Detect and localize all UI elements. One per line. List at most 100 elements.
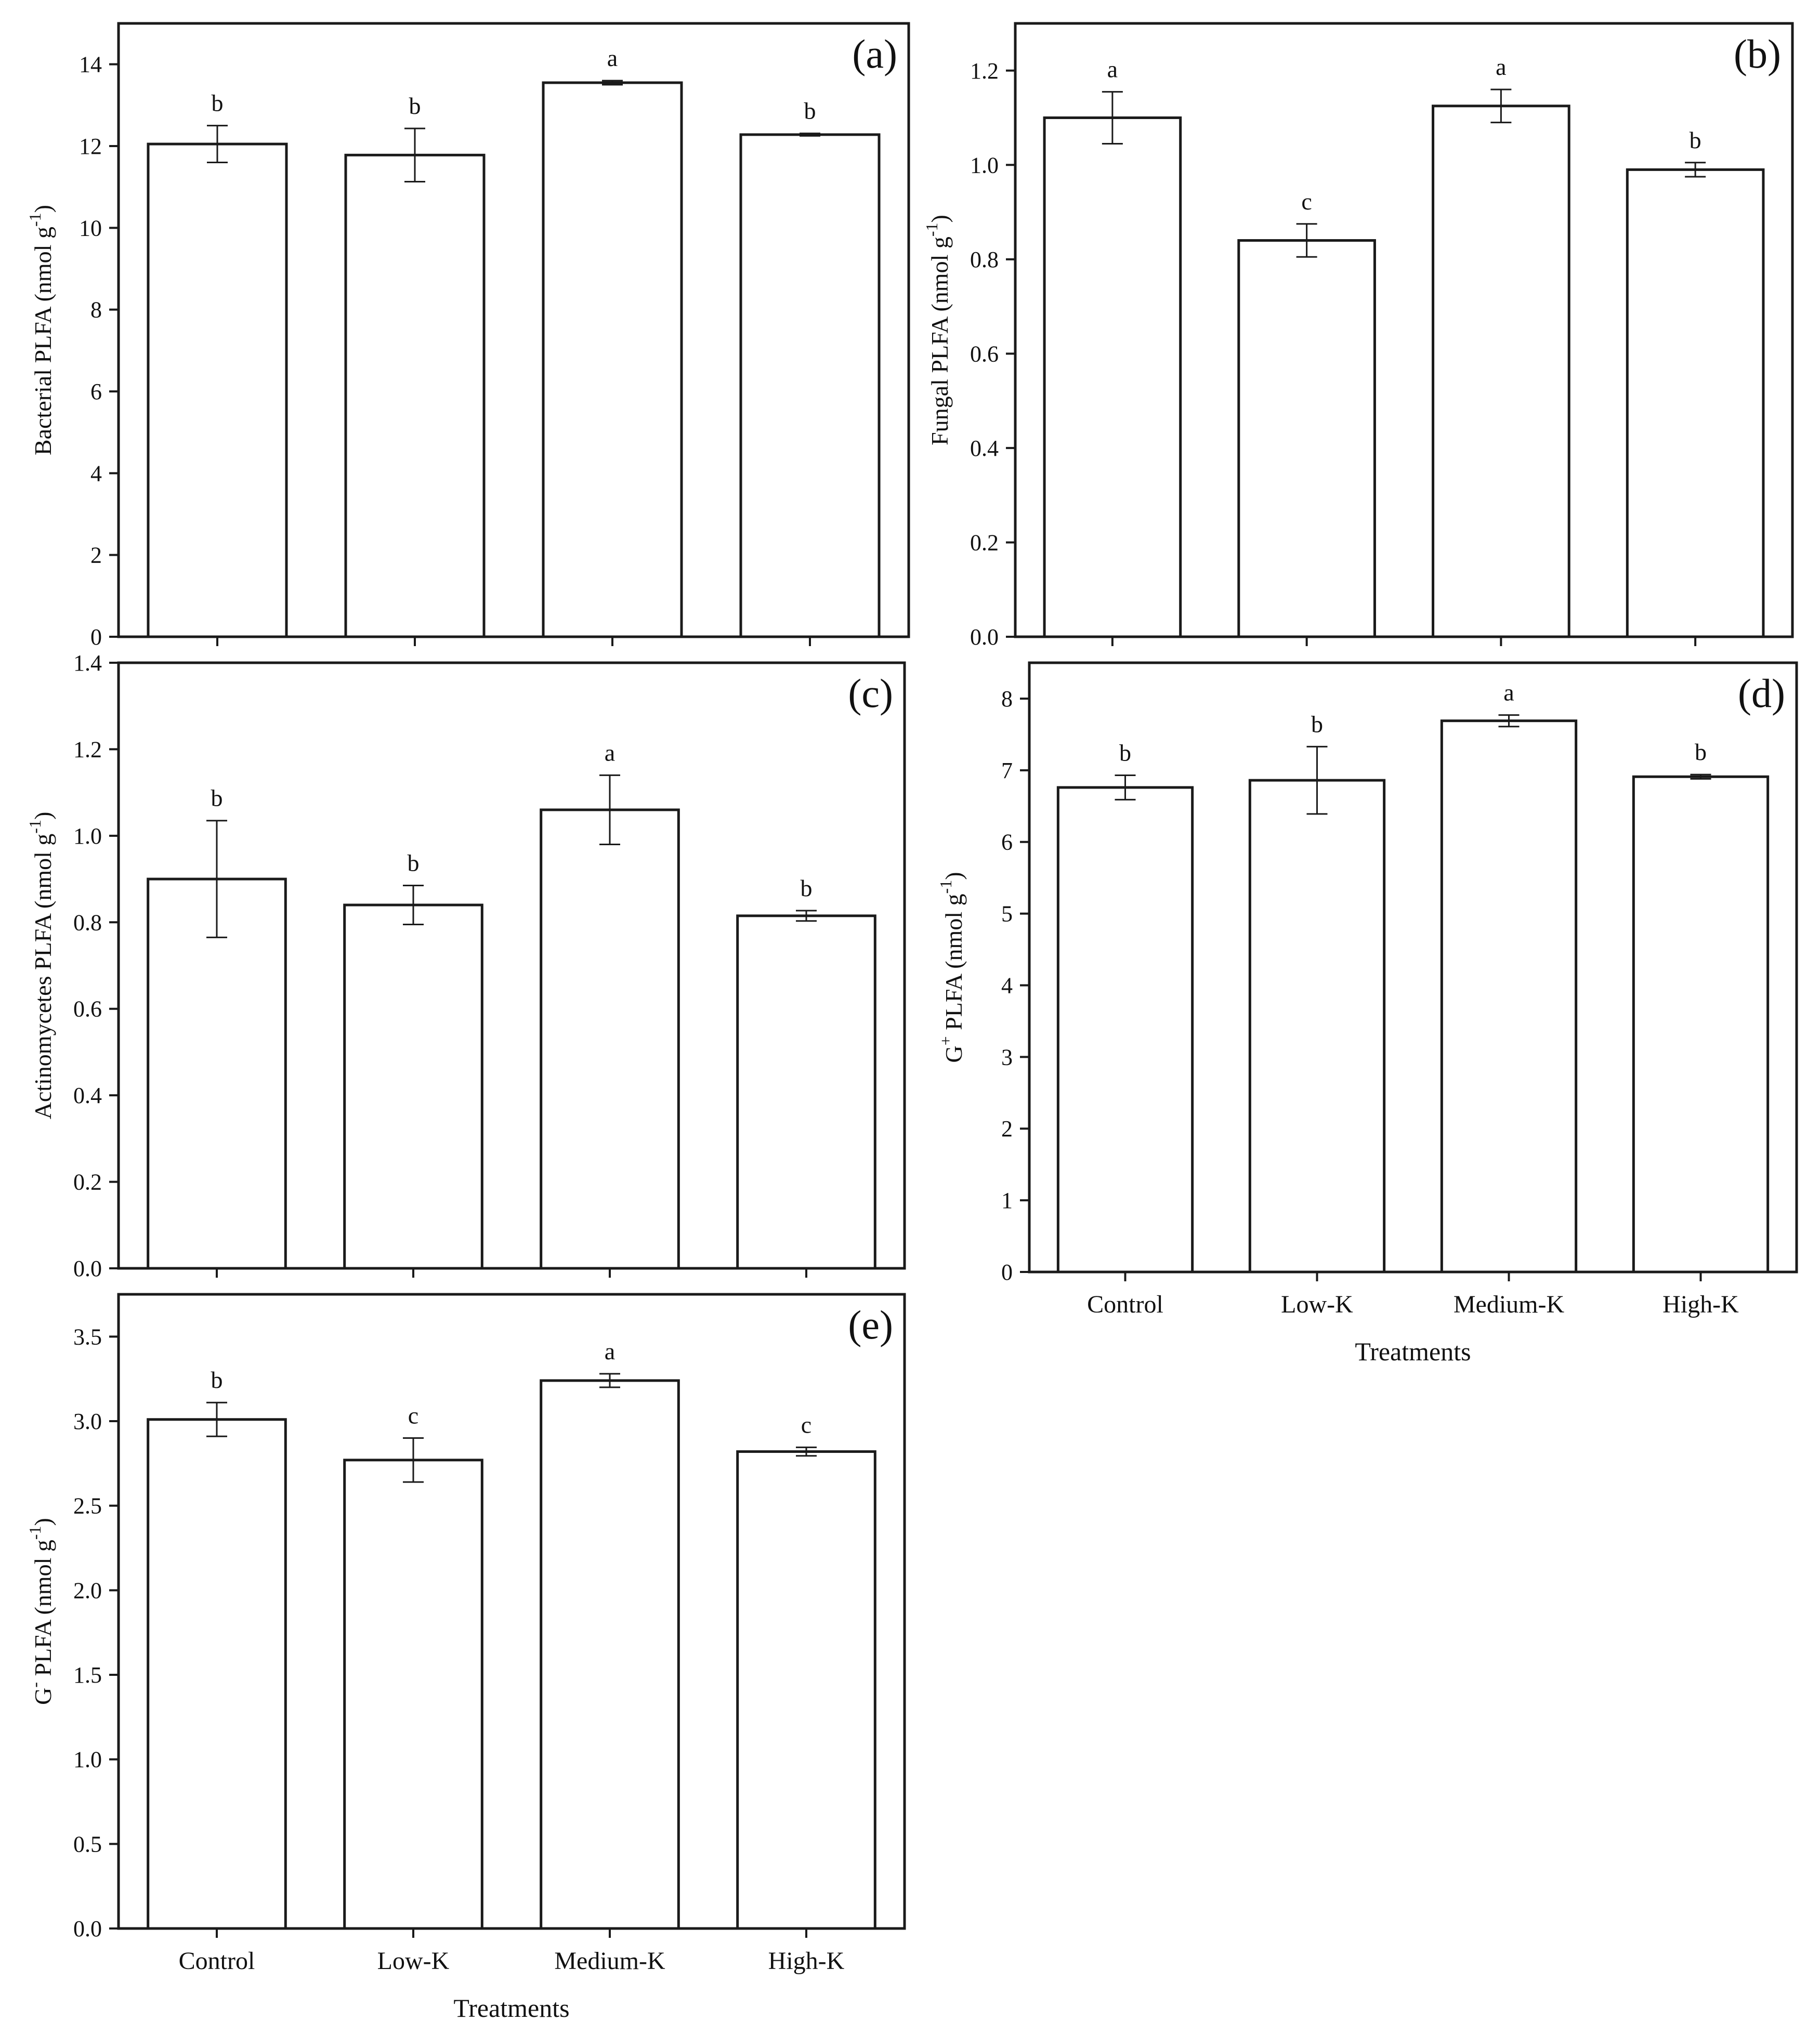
bar-low-k — [343, 903, 483, 1270]
x-tick-label: Low-K — [1281, 1291, 1353, 1318]
y-tick-label: 8 — [90, 297, 102, 323]
y-tick-label: 6 — [1001, 830, 1013, 855]
error-bar-control — [207, 125, 228, 163]
y-axis-label: Fungal PLFA (nmol g-1) — [922, 215, 953, 445]
bar-high-k — [736, 1450, 876, 1930]
y-tick-label: 0.4 — [970, 436, 999, 461]
significance-letter: b — [212, 90, 224, 116]
significance-letter: a — [605, 1338, 615, 1364]
bar-low-k — [1248, 779, 1386, 1274]
y-axis-label-text: G — [940, 1045, 967, 1062]
y-tick-label: 2 — [90, 543, 102, 568]
y-axis-label-text: ) — [30, 812, 56, 820]
y-tick-label: 0.2 — [73, 1170, 102, 1195]
x-tick-label: High-K — [1662, 1291, 1739, 1318]
x-tick-label: Low-K — [377, 1947, 450, 1975]
y-axis-label-text: ) — [30, 205, 56, 213]
y-tick-label: 0.0 — [970, 624, 999, 650]
y-tick-label: 4 — [90, 461, 102, 486]
y-tick-label: 1.5 — [73, 1662, 102, 1688]
significance-letter: c — [408, 1402, 418, 1429]
y-tick-label: 8 — [1001, 686, 1013, 712]
y-tick-label: 6 — [90, 379, 102, 404]
y-tick-label: 0.4 — [73, 1083, 102, 1108]
error-bar-low-k — [1296, 223, 1317, 258]
significance-letter: a — [607, 45, 618, 71]
bar-medium-k — [540, 1379, 680, 1930]
significance-letter: b — [211, 785, 223, 811]
bar-control — [147, 1418, 287, 1930]
panel-e: b c a c 0.0 0.5 1.0 1.5 2.0 2.5 3.0 3.5 Control Low-K… — [25, 1293, 906, 2023]
y-axis-label-text: Fungal PLFA (nmol g — [926, 237, 953, 445]
panel-label: (c) — [848, 671, 893, 716]
x-tick-label: Control — [179, 1947, 255, 1975]
error-bar-control — [206, 1401, 227, 1437]
error-bar-control — [206, 820, 227, 938]
significance-letter: a — [1503, 679, 1514, 706]
y-tick-label: 0.6 — [73, 996, 102, 1022]
y-tick-label: 2.5 — [73, 1493, 102, 1519]
y-axis-label-text: ) — [30, 1518, 56, 1526]
y-axis-label: Bacterial PLFA (nmol g-1) — [25, 205, 56, 455]
significance-letter: b — [1119, 739, 1131, 766]
significance-letter: b — [1311, 711, 1323, 737]
bar-medium-k — [540, 808, 680, 1270]
panel-label: (e) — [848, 1302, 893, 1347]
bar-high-k — [1626, 168, 1765, 638]
significance-letter: b — [409, 93, 421, 119]
y-tick-label: 7 — [1001, 758, 1013, 783]
y-tick-label: 0 — [90, 624, 102, 650]
error-bar-low-k — [403, 885, 424, 925]
y-axis-label-superscript: -1 — [25, 213, 44, 227]
y-axis-label-superscript: - — [25, 1682, 44, 1688]
error-bar-low-k — [1306, 745, 1328, 815]
y-tick-label: 2.0 — [73, 1578, 102, 1603]
plot-frame — [117, 661, 906, 1270]
plot-frame — [117, 1293, 906, 1930]
bar-high-k — [1632, 775, 1770, 1274]
y-axis-label: G- PLFA (nmol g-1) — [25, 1518, 56, 1705]
panel-c: b b a b 0.0 0.2 0.4 0.6 0.8 1.0 1.2 1.4 (c) Actinomyc… — [25, 650, 906, 1281]
error-bar-control — [1115, 774, 1136, 801]
x-tick-label: High-K — [768, 1947, 845, 1975]
panel-label: (d) — [1738, 671, 1785, 716]
significance-letter: c — [1301, 188, 1312, 215]
y-tick-label: 4 — [1001, 973, 1013, 998]
x-axis-label: Treatments — [1355, 1337, 1471, 1366]
significance-letter: b — [804, 98, 816, 124]
y-axis-label-superscript: -1 — [25, 820, 44, 834]
bar-low-k — [344, 153, 486, 638]
x-tick-label: Control — [1087, 1291, 1163, 1318]
plot-frame — [1028, 661, 1798, 1274]
x-axis-label: Treatments — [453, 1993, 569, 2023]
significance-letter: a — [1107, 56, 1118, 83]
panel-a: b b a b 0 2 4 6 8 10 12 14 (a) Bacterial PLFA (nmol g… — [25, 22, 910, 650]
error-bar-medium-k — [1498, 714, 1520, 728]
y-tick-label: 14 — [79, 52, 102, 77]
y-axis-label-superscript: -1 — [922, 222, 941, 237]
y-axis-label-superscript: -1 — [25, 1526, 44, 1540]
y-axis-label: G+ PLFA (nmol g-1) — [936, 872, 967, 1062]
y-tick-label: 12 — [79, 134, 102, 159]
bar-medium-k — [542, 81, 683, 638]
x-tick-label: Medium-K — [554, 1947, 665, 1975]
bar-control — [1056, 786, 1194, 1274]
y-axis-label-text: G — [30, 1688, 56, 1705]
y-tick-label: 0.8 — [73, 910, 102, 935]
x-tick-label: Medium-K — [1454, 1291, 1565, 1318]
y-axis-label: Actinomycetes PLFA (nmol g-1) — [25, 812, 56, 1120]
bar-control — [147, 877, 287, 1270]
y-tick-label: 2 — [1001, 1116, 1013, 1141]
error-bar-high-k — [800, 133, 820, 137]
y-tick-label: 0.0 — [73, 1916, 102, 1941]
y-tick-label: 0.6 — [970, 341, 999, 366]
significance-letter: c — [801, 1411, 811, 1438]
error-bar-medium-k — [602, 80, 623, 86]
y-axis-label-superscript: -1 — [936, 880, 955, 894]
panel-label: (a) — [852, 31, 897, 76]
y-axis-label-text: PLFA (nmol g — [940, 894, 967, 1036]
bar-high-k — [736, 914, 876, 1270]
y-axis-label-text: ) — [940, 872, 967, 880]
error-bar-high-k — [796, 910, 817, 922]
